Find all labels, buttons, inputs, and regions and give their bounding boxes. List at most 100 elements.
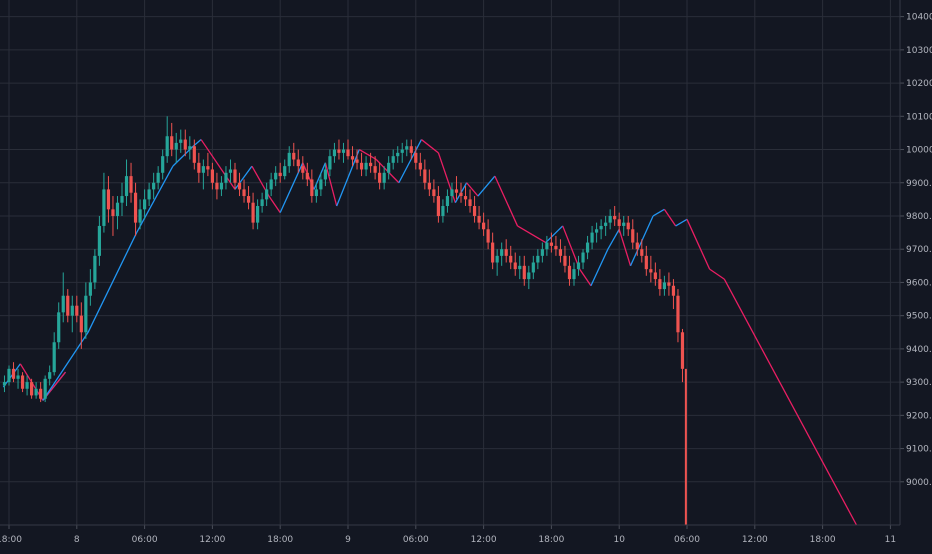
candle-body bbox=[269, 179, 273, 190]
candle-up bbox=[581, 249, 585, 270]
candle-up bbox=[61, 272, 65, 323]
candle-body bbox=[359, 162, 364, 170]
candle-body bbox=[540, 249, 544, 256]
candle-up bbox=[57, 302, 61, 349]
candle-down bbox=[296, 149, 300, 173]
candle-down bbox=[111, 196, 115, 236]
candle-down bbox=[667, 272, 671, 296]
candle-down bbox=[436, 186, 440, 223]
candle-body bbox=[445, 196, 450, 207]
candle-up bbox=[341, 142, 346, 163]
candle-down bbox=[350, 146, 355, 167]
candle-body bbox=[224, 172, 228, 183]
candle-body bbox=[161, 156, 165, 173]
candle-up bbox=[165, 116, 169, 163]
candle-body bbox=[206, 166, 210, 170]
y-tick-label: 9000.0 bbox=[906, 478, 932, 488]
candle-up bbox=[52, 332, 56, 376]
candle-down bbox=[30, 378, 34, 399]
candle-up bbox=[391, 149, 395, 170]
candle-down bbox=[301, 156, 305, 180]
candle-down bbox=[192, 139, 196, 170]
candle-down bbox=[237, 172, 242, 197]
y-tick-label: 9300.0 bbox=[906, 378, 932, 388]
candle-up bbox=[188, 136, 192, 160]
candle-down bbox=[233, 162, 237, 190]
candle-down bbox=[346, 139, 350, 160]
candle-up bbox=[7, 365, 11, 386]
candle-body bbox=[604, 222, 608, 226]
candle-up bbox=[147, 182, 151, 207]
candle-down bbox=[183, 129, 187, 157]
candle-down bbox=[613, 206, 617, 226]
zigzag-segment-up bbox=[136, 165, 174, 233]
candle-body bbox=[228, 169, 233, 173]
candle-up bbox=[43, 375, 47, 403]
candle-body bbox=[662, 282, 666, 290]
candle-up bbox=[201, 159, 205, 190]
candle-body bbox=[301, 166, 305, 173]
candle-up bbox=[287, 146, 291, 173]
candle-body bbox=[274, 172, 278, 180]
candle-body bbox=[373, 166, 377, 173]
candle-body bbox=[653, 272, 657, 280]
candle-down bbox=[39, 382, 43, 403]
candle-up bbox=[224, 166, 228, 190]
candle-up bbox=[536, 249, 540, 270]
y-tick-label: 10300.0 bbox=[906, 46, 932, 56]
candle-down bbox=[658, 269, 662, 296]
candle-body bbox=[355, 159, 359, 163]
candle-body bbox=[509, 255, 513, 263]
candle-down bbox=[567, 255, 572, 286]
candle-down bbox=[563, 245, 567, 273]
candle-body bbox=[585, 242, 590, 253]
candle-up bbox=[662, 275, 666, 296]
zigzag-segment-up bbox=[675, 218, 688, 227]
candle-up bbox=[396, 146, 400, 163]
candle-down bbox=[359, 152, 364, 177]
candle-up bbox=[531, 255, 535, 280]
x-axis[interactable]: 18:00 8 06:00 12:00 18:00 9 06:00 12:00 18:00 10 0… bbox=[0, 524, 900, 545]
candle-down bbox=[631, 219, 635, 250]
candle-body bbox=[174, 142, 178, 150]
candle-body bbox=[237, 182, 242, 190]
zigzag-segment-up bbox=[2, 363, 21, 388]
candle-down bbox=[373, 156, 377, 180]
candle-body bbox=[595, 229, 599, 233]
candle-down bbox=[215, 172, 219, 200]
candle-down bbox=[197, 152, 201, 183]
candle-up bbox=[97, 215, 101, 266]
candle-down bbox=[106, 176, 111, 223]
candle-down bbox=[522, 255, 526, 286]
candle-down bbox=[513, 252, 517, 276]
candle-body bbox=[531, 262, 535, 273]
zigzag-segment-down bbox=[686, 219, 711, 270]
candle-down bbox=[617, 212, 621, 233]
candle-body bbox=[183, 139, 187, 150]
candle-body bbox=[201, 166, 205, 173]
candle-down bbox=[414, 146, 418, 170]
candle-body bbox=[75, 305, 79, 316]
y-tick-label: 9900.0 bbox=[906, 179, 932, 189]
y-tick-label: 9100.0 bbox=[906, 445, 932, 455]
candle-up bbox=[441, 199, 445, 223]
candle-body bbox=[409, 146, 413, 153]
candle-body bbox=[2, 382, 7, 386]
candle-body bbox=[197, 162, 201, 173]
candle-body bbox=[482, 222, 486, 230]
candle-body bbox=[545, 242, 549, 250]
candle-body bbox=[328, 156, 332, 170]
candle-body bbox=[671, 285, 676, 296]
candle-up bbox=[450, 182, 454, 203]
candle-body bbox=[387, 162, 391, 173]
y-axis[interactable]: 9000.0 9100.0 9200.0 9300.0 9400.0 9500.0 9600… bbox=[899, 0, 932, 525]
x-tick-label: 06:00 bbox=[674, 535, 700, 545]
y-tick-label: 9400.0 bbox=[906, 345, 932, 355]
candle-body bbox=[518, 265, 522, 270]
candle-body bbox=[667, 282, 671, 286]
candle-body bbox=[25, 382, 29, 389]
candle-body bbox=[536, 255, 540, 263]
